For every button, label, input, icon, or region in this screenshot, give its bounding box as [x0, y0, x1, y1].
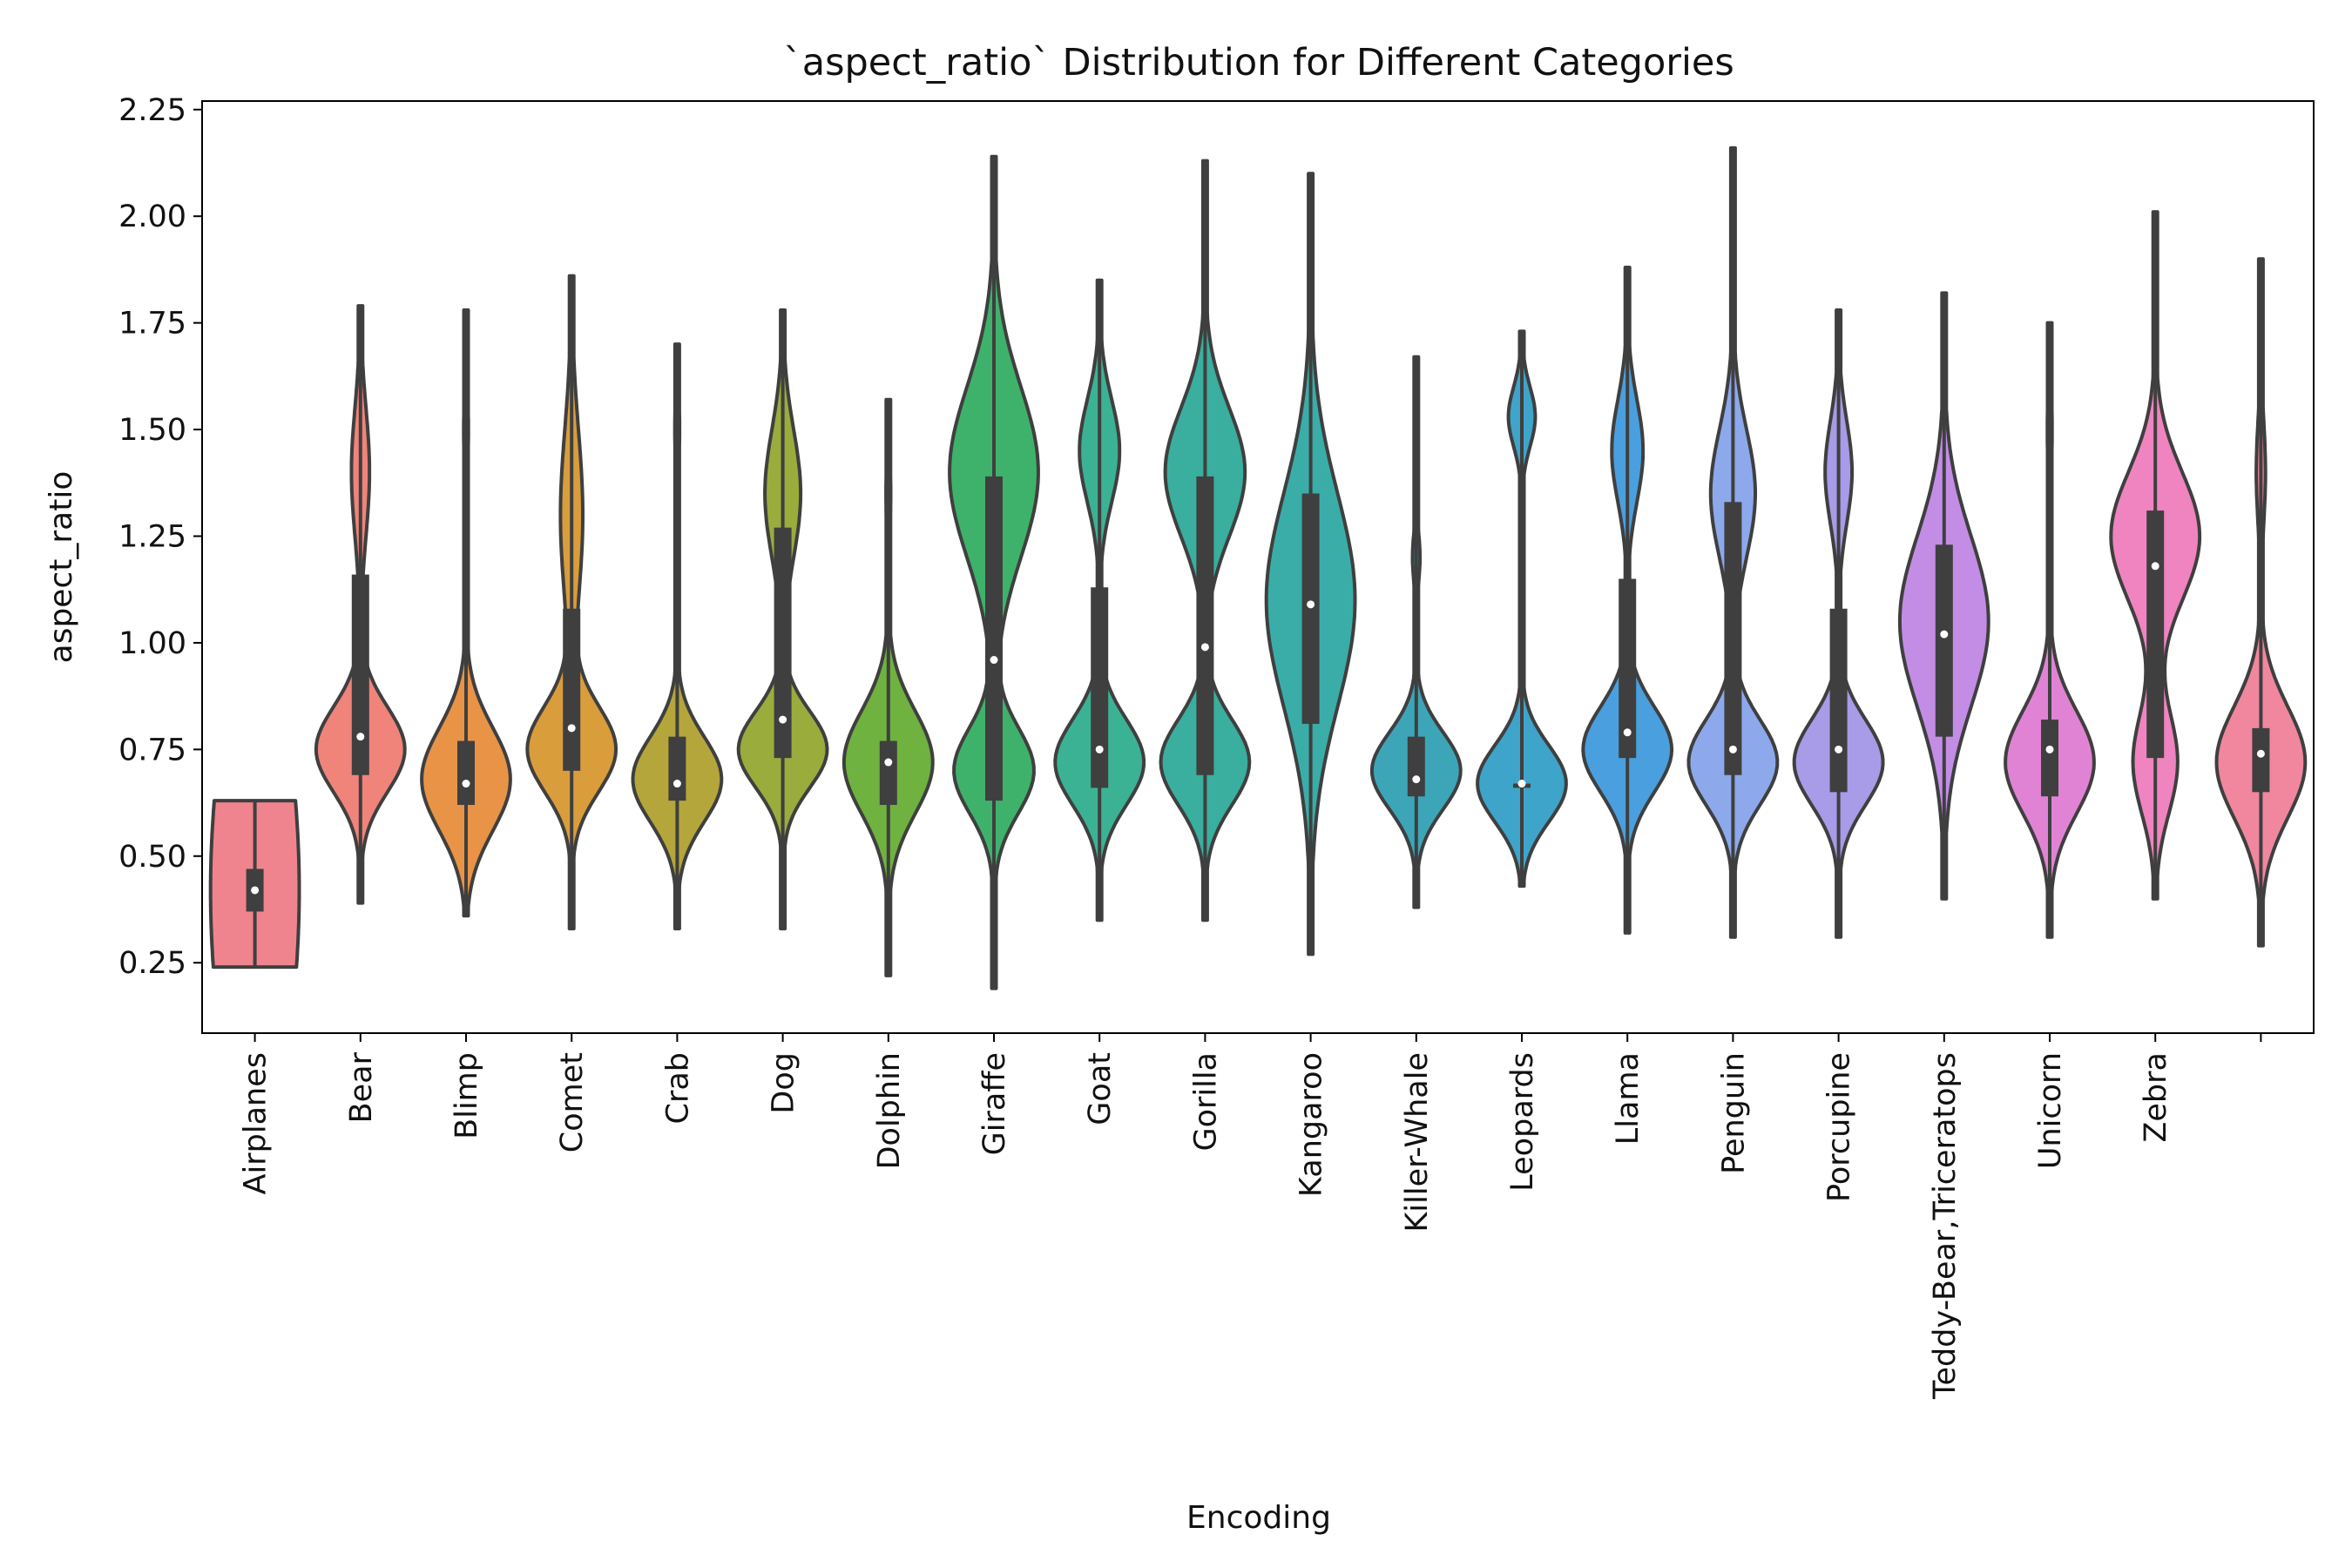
median-marker — [1728, 745, 1737, 754]
median-marker — [1307, 600, 1315, 609]
median-marker — [462, 780, 470, 788]
x-tick-label-leopards: Leopards — [1505, 1052, 1540, 1192]
x-tick-label-unicorn: Unicorn — [2033, 1052, 2068, 1169]
violin-giraffe — [948, 154, 1040, 990]
iqr-box — [1301, 493, 1320, 724]
iqr-box — [1196, 476, 1214, 775]
median-marker — [251, 886, 260, 895]
median-marker — [672, 780, 681, 788]
y-tick-label: 1.50 — [118, 413, 186, 448]
violin-penguin — [1686, 145, 1780, 939]
iqr-box — [1619, 578, 1637, 759]
x-tick-label-crab: Crab — [660, 1052, 695, 1125]
x-tick-label-blimp: Blimp — [449, 1052, 484, 1139]
median-marker — [884, 758, 893, 767]
violin-goat — [1053, 278, 1146, 923]
median-marker — [2256, 749, 2265, 758]
y-axis-title: aspect_ratio — [44, 471, 79, 664]
violins-layer — [208, 145, 2308, 990]
violin-llama — [1581, 266, 1674, 935]
violin-teddy-bear-triceratops — [1897, 291, 1990, 901]
median-marker — [567, 724, 576, 733]
iqr-box — [351, 574, 369, 775]
median-marker — [1517, 780, 1526, 788]
y-tick-label: 0.25 — [118, 946, 186, 981]
x-tick-label-teddy-bear-triceratops: Teddy-Bear,Triceratops — [1928, 1052, 1963, 1400]
iqr-box — [1829, 608, 1848, 793]
violin-killer-whale — [1369, 355, 1463, 909]
violin-zebra — [2109, 210, 2202, 901]
y-axis: 0.25 0.50 0.75 1.00 1.25 1.50 1.75 2.00 2.25 — [118, 93, 202, 981]
x-tick-label-llama: Llama — [1611, 1052, 1646, 1145]
median-marker — [1940, 630, 1949, 639]
iqr-box — [2041, 720, 2058, 797]
x-tick-label-bear: Bear — [344, 1051, 379, 1123]
iqr-box — [2146, 510, 2165, 759]
x-tick-label-kangaroo: Kangaroo — [1294, 1052, 1329, 1197]
x-tick-label-gorilla: Gorilla — [1188, 1052, 1223, 1152]
iqr-box — [985, 476, 1003, 801]
violin-blimp — [420, 308, 512, 918]
iqr-box — [563, 608, 581, 771]
iqr-box — [1724, 502, 1742, 775]
median-marker — [2045, 745, 2054, 754]
iqr-box — [2252, 727, 2270, 793]
median-marker — [356, 733, 365, 741]
iqr-box — [1407, 736, 1425, 797]
y-tick-label: 1.00 — [118, 626, 186, 661]
x-axis: Airplanes Bear Blimp Comet Crab Dog Dolphin Gir… — [239, 1033, 2262, 1400]
violin-dog — [736, 308, 829, 930]
y-tick-label: 1.75 — [118, 307, 186, 341]
median-marker — [1412, 775, 1421, 784]
median-marker — [2151, 562, 2159, 571]
violin-gorilla — [1159, 159, 1252, 923]
iqr-box — [1091, 587, 1109, 788]
median-marker — [990, 656, 998, 665]
y-tick-label: 0.75 — [118, 733, 186, 767]
x-tick-label-comet: Comet — [555, 1052, 590, 1152]
violin-kangaroo — [1264, 172, 1357, 956]
violin-bear — [314, 304, 407, 905]
x-tick-label-porcupine: Porcupine — [1822, 1052, 1857, 1202]
violin-dolphin — [841, 397, 935, 977]
violin-unicorn — [2004, 321, 2096, 939]
iqr-box — [1935, 544, 1953, 737]
x-tick-label-killer-whale: Killer-Whale — [1400, 1052, 1435, 1233]
median-marker — [1835, 745, 1843, 754]
violin-porcupine — [1792, 308, 1885, 939]
violin-comet — [525, 274, 618, 930]
x-tick-label-giraffe: Giraffe — [977, 1052, 1012, 1155]
x-tick-label-dog: Dog — [767, 1052, 801, 1114]
x-tick-label-airplanes: Airplanes — [239, 1052, 274, 1194]
chart-title: `aspect_ratio` Distribution for Differen… — [783, 41, 1734, 84]
iqr-box — [879, 740, 897, 806]
violin-crab — [631, 342, 724, 930]
violin-unlabeled — [2214, 257, 2308, 948]
y-tick-label: 2.25 — [118, 93, 186, 128]
plot-frame — [201, 100, 2315, 1034]
y-tick-label: 1.25 — [118, 519, 186, 554]
iqr-box — [457, 740, 475, 806]
median-marker — [1623, 728, 1632, 737]
x-tick-label-zebra: Zebra — [2139, 1052, 2173, 1143]
median-marker — [1200, 643, 1209, 652]
median-marker — [779, 715, 787, 724]
y-tick-label: 2.00 — [118, 199, 186, 234]
violin-leopards — [1476, 329, 1568, 889]
x-tick-label-goat: Goat — [1083, 1052, 1118, 1125]
violin-airplanes — [208, 799, 301, 970]
x-tick-label-penguin: Penguin — [1716, 1052, 1751, 1174]
median-marker — [1095, 745, 1104, 754]
y-tick-label: 0.50 — [118, 840, 186, 875]
iqr-box — [668, 736, 686, 801]
iqr-box — [774, 527, 792, 759]
x-tick-label-dolphin: Dolphin — [872, 1052, 907, 1169]
x-axis-title: Encoding — [1186, 1500, 1331, 1536]
